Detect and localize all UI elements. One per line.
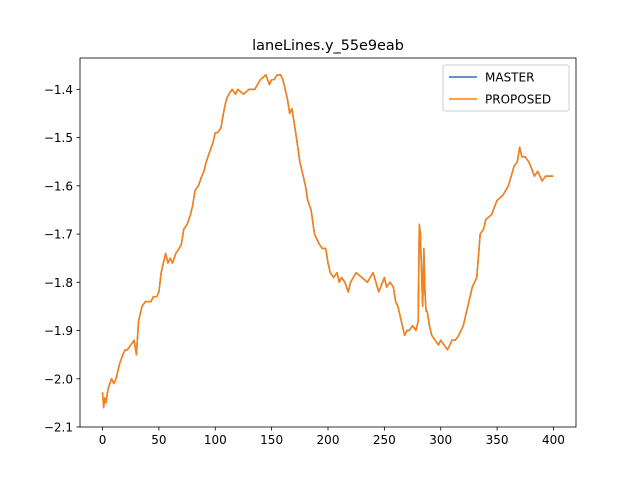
series-line-proposed xyxy=(101,74,554,409)
x-tick-label: 0 xyxy=(99,433,107,447)
legend-label-proposed: PROPOSED xyxy=(485,93,551,107)
x-tick-label: 400 xyxy=(542,433,565,447)
y-tick-label: −1.9 xyxy=(44,324,73,338)
y-tick-label: −1.5 xyxy=(44,131,73,145)
x-tick-label: 350 xyxy=(486,433,509,447)
x-tick-label: 50 xyxy=(151,433,166,447)
y-tick-label: −2.0 xyxy=(44,372,73,386)
y-tick-label: −1.4 xyxy=(44,83,73,97)
y-axis: −2.1 −2.0 −1.9 −1.8 −1.7 −1.6 −1.5 −1.4 xyxy=(44,83,80,435)
x-tick-label: 250 xyxy=(373,433,396,447)
y-tick-label: −1.6 xyxy=(44,179,73,193)
legend-label-master: MASTER xyxy=(485,71,534,85)
x-tick-label: 100 xyxy=(204,433,227,447)
x-tick-label: 300 xyxy=(429,433,452,447)
x-axis: 0 50 100 150 200 250 300 350 400 xyxy=(99,427,565,447)
x-tick-label: 150 xyxy=(260,433,283,447)
y-tick-label: −2.1 xyxy=(44,421,73,435)
legend: MASTER PROPOSED xyxy=(442,64,570,112)
chart-title: laneLines.y_55e9eab xyxy=(252,38,404,54)
y-tick-label: −1.8 xyxy=(44,276,73,290)
series-layer xyxy=(101,74,554,409)
x-tick-label: 200 xyxy=(317,433,340,447)
y-tick-label: −1.7 xyxy=(44,228,73,242)
